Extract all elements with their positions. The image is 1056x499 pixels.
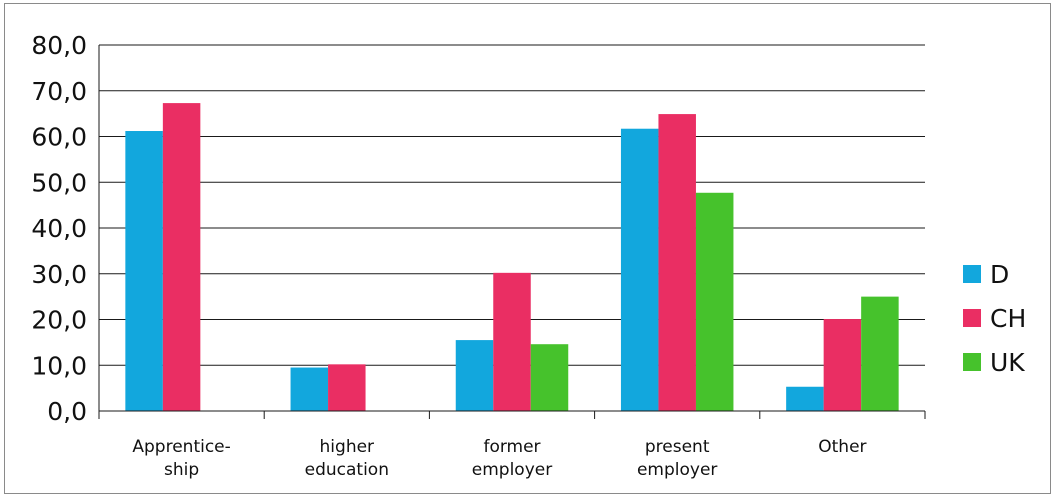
x-tick-label-line: employer [637, 460, 717, 480]
x-tick-label-line: present [645, 437, 710, 457]
x-tick-label-line: Apprentice- [132, 437, 230, 457]
y-tick-label: 30,0 [31, 260, 87, 289]
bars [125, 103, 899, 412]
x-tick-label-line: former [483, 437, 540, 457]
bar-ch [493, 272, 531, 411]
legend-label-uk: UK [990, 348, 1025, 377]
legend-label-d: D [990, 260, 1009, 289]
bar-d [620, 128, 659, 411]
y-tick-label: 10,0 [31, 351, 87, 380]
x-tick-label-line: ship [164, 460, 199, 480]
x-tick-label: Apprentice-ship [132, 437, 230, 480]
legend-swatch-d [963, 265, 981, 283]
legend-label-ch: CH [990, 304, 1026, 333]
y-tick-label: 60,0 [31, 123, 87, 152]
x-tick-label-line: employer [472, 460, 552, 480]
x-tick-label-line: higher [320, 437, 375, 457]
bar-ch [162, 103, 201, 411]
bar-uk [530, 344, 569, 411]
bar-d [125, 131, 163, 411]
y-tick-label: 0,0 [47, 397, 87, 426]
legend: D CH UK [963, 260, 1026, 377]
x-tick-label-line: education [305, 460, 389, 480]
y-tick-label: 20,0 [31, 306, 87, 335]
x-tick-label: Other [818, 437, 866, 457]
grid-lines [99, 44, 925, 366]
bar-uk [695, 192, 734, 411]
x-tick-label-line: Other [818, 437, 866, 457]
y-tick-label: 70,0 [31, 77, 87, 106]
x-tick-label: present employer [637, 437, 717, 480]
bar-ch [328, 364, 366, 411]
bar-uk [861, 296, 899, 411]
y-tick-label: 80,0 [31, 31, 87, 60]
legend-swatch-ch [963, 309, 981, 327]
y-axis-ticks: 0,0 10,0 20,0 30,0 40,0 50,0 60,0 70,0 80,0 [31, 31, 87, 426]
x-axis-ticks: Apprentice-ship higher education former empl… [132, 437, 866, 480]
x-tick-label: higher education [305, 437, 389, 480]
y-tick-label: 50,0 [31, 168, 87, 197]
y-tick-label: 40,0 [31, 214, 87, 243]
bar-ch [823, 319, 862, 411]
axes [98, 45, 926, 419]
bar-d [290, 367, 329, 411]
x-tick-label: former employer [472, 437, 552, 480]
bar-d [455, 340, 494, 411]
bar-d [786, 386, 824, 411]
bar-ch [658, 114, 696, 412]
legend-swatch-uk [963, 353, 981, 371]
